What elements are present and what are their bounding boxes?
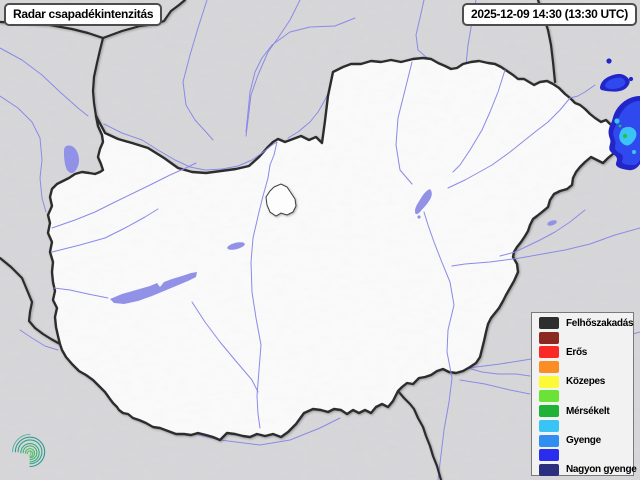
legend-row — [539, 361, 633, 374]
intensity-legend: Felhőszakadás Erős Közepes Mérsékelt Gye… — [531, 312, 637, 476]
legend-swatch — [539, 346, 559, 359]
legend-swatch — [539, 317, 559, 329]
radar-echoes — [600, 58, 640, 171]
lakes — [64, 145, 557, 304]
legend-row — [539, 419, 633, 432]
legend-swatch — [539, 361, 559, 374]
echo-light — [614, 118, 637, 155]
legend-label: Mérsékelt — [566, 405, 610, 417]
timestamp: 2025-12-09 14:30 (13:30 UTC) — [461, 3, 637, 26]
legend-swatch — [539, 449, 559, 462]
legend-row — [539, 331, 633, 344]
legend-label: Közepes — [566, 376, 606, 388]
legend-swatch — [539, 419, 559, 432]
legend-row: Felhőszakadás — [539, 317, 634, 329]
legend-row: Nagyon gyenge — [539, 463, 637, 476]
legend-row: Erős — [539, 346, 633, 359]
legend-swatch — [539, 375, 559, 388]
legend-row — [539, 449, 633, 462]
lake-balaton — [110, 272, 197, 304]
legend-swatch — [539, 331, 559, 344]
legend-swatch — [539, 463, 559, 476]
rivers-inside — [51, 61, 640, 429]
legend-row — [539, 390, 633, 403]
legend-label: Erős — [566, 346, 588, 358]
legend-swatch — [539, 405, 559, 418]
legend-label: Gyenge — [566, 435, 601, 446]
legend-row: Mérsékelt — [539, 405, 633, 418]
map-title: Radar csapadékintenzitás — [4, 3, 163, 26]
legend-swatch — [539, 390, 559, 403]
legend-label: Nagyon gyenge — [566, 464, 637, 476]
legend-row: Gyenge — [539, 434, 633, 447]
budapest-outline — [265, 183, 297, 217]
lake-velence — [227, 242, 245, 250]
lake-ferto — [64, 145, 80, 173]
echo-moderate — [618, 124, 628, 139]
legend-label: Felhőszakadás — [566, 317, 634, 329]
legend-row: Közepes — [539, 375, 633, 388]
lake-tisza — [415, 189, 432, 215]
hungaromet-spiral-logo-icon — [12, 433, 46, 468]
legend-swatch — [539, 434, 559, 447]
